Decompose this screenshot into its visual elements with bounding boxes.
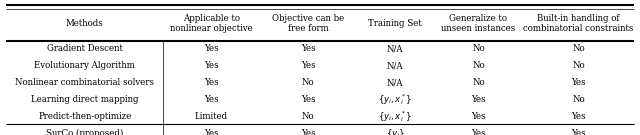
Text: Limited: Limited [195,112,228,121]
Text: $\{y_i, \mathbf{\mathit{x}}_i^*\}$: $\{y_i, \mathbf{\mathit{x}}_i^*\}$ [378,92,412,107]
Text: SurCo (proposed): SurCo (proposed) [46,129,124,135]
Text: Yes: Yes [301,95,316,104]
Text: Yes: Yes [572,112,586,121]
Text: Yes: Yes [471,95,486,104]
Text: $\{y_i, \mathbf{\mathit{x}}_i^*\}$: $\{y_i, \mathbf{\mathit{x}}_i^*\}$ [378,109,412,124]
Text: No: No [472,78,484,87]
Text: N/A: N/A [387,44,403,53]
Text: $\{y_i\}$: $\{y_i\}$ [385,127,404,135]
Text: Yes: Yes [204,44,219,53]
Text: Evolutionary Algorithm: Evolutionary Algorithm [35,61,135,70]
Text: Learning direct mapping: Learning direct mapping [31,95,138,104]
Text: Built-in handling of
combinatorial constraints: Built-in handling of combinatorial const… [524,14,634,33]
Text: Yes: Yes [572,129,586,135]
Text: N/A: N/A [387,78,403,87]
Text: Predict-then-optimize: Predict-then-optimize [38,112,131,121]
Text: No: No [572,44,585,53]
Text: Yes: Yes [204,78,219,87]
Text: No: No [472,44,484,53]
Text: Generalize to
unseen instances: Generalize to unseen instances [442,14,516,33]
Text: Yes: Yes [301,61,316,70]
Text: No: No [302,78,315,87]
Text: N/A: N/A [387,61,403,70]
Text: Applicable to
nonlinear objective: Applicable to nonlinear objective [170,14,253,33]
Text: No: No [472,61,484,70]
Text: Training Set: Training Set [368,19,422,28]
Text: Yes: Yes [204,129,219,135]
Text: Gradient Descent: Gradient Descent [47,44,123,53]
Text: No: No [572,61,585,70]
Text: Yes: Yes [572,78,586,87]
Text: Nonlinear combinatorial solvers: Nonlinear combinatorial solvers [15,78,154,87]
Text: Methods: Methods [66,19,104,28]
Text: Yes: Yes [204,61,219,70]
Text: Yes: Yes [301,129,316,135]
Text: No: No [572,95,585,104]
Text: Yes: Yes [471,129,486,135]
Text: No: No [302,112,315,121]
Text: Yes: Yes [301,44,316,53]
Text: Yes: Yes [471,112,486,121]
Text: Yes: Yes [204,95,219,104]
Text: Objective can be
free form: Objective can be free form [272,14,344,33]
